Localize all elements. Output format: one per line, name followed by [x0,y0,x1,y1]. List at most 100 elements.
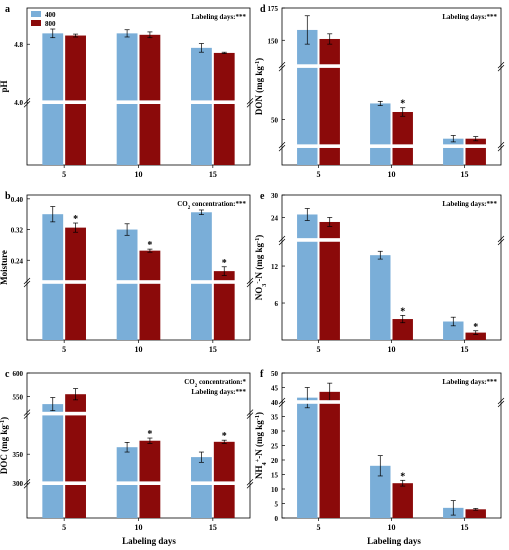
bar-800-5 [65,227,86,340]
bar-800-15 [213,441,235,518]
bar-400-5 [297,29,318,165]
chart-f: f NH4+-N (mg kg-1) 0 5 10 15 20 25 30 35 40 45 50 5 10… [254,369,505,532]
axis-break-mark [497,141,505,149]
bar-400-15 [191,457,212,518]
y-tick-label: 30 [271,428,279,436]
x-tick-label: 10 [388,170,396,179]
bar-400-5 [297,214,318,340]
stats-annotation: Labeling days:*** [442,378,497,386]
y-tick-label: 10 [271,486,279,494]
y-tick-label: 40 [271,399,279,407]
significance-mark: * [400,99,405,110]
y-tick-label: 175 [268,5,279,13]
x-tick-label: 10 [388,345,396,354]
x-tick-label: 5 [62,523,66,532]
axis-break-mark [278,61,286,69]
bar-400-15 [191,47,212,165]
axis-break-band [28,481,249,485]
axis-break-mark [246,100,254,108]
axis-break-band [283,64,500,68]
y-axis-label: DOC (mg kg-1) [0,417,9,474]
stats-annotation: Labeling days:*** [191,13,246,21]
y-tick-label: 600 [13,370,24,378]
bar-800-10 [392,111,413,165]
significance-mark: * [73,214,78,225]
bar-800-15 [465,509,486,518]
axis-break-mark [23,97,31,105]
bar-400-5 [297,397,318,518]
y-axis-label: pH [0,80,9,92]
axis-break-band [283,238,500,242]
legend-label-400: 400 [45,11,56,19]
x-axis-label-right: Labeling days [367,536,421,546]
axis-break-mark [23,280,31,288]
x-tick-label: 5 [62,170,66,179]
bar-400-15 [443,321,464,340]
bar-400-10 [116,229,138,340]
legend-swatch-400 [31,11,41,17]
y-tick-label: 0.24 [11,257,24,265]
y-tick-label: 15 [271,472,279,480]
y-tick-label: 20 [271,457,279,465]
axis-break-band [283,400,500,404]
axis-break-band [28,411,249,416]
axis-break-mark [246,412,254,419]
bar-800-15 [465,138,486,165]
y-tick-label: 30 [271,192,279,200]
x-tick-label: 10 [135,523,143,532]
axis-break-mark [278,235,286,243]
x-tick-label: 15 [461,170,469,179]
bar-800-5 [319,38,340,165]
x-tick-label: 10 [135,345,143,354]
axis-break-mark [23,409,31,416]
bar-800-5 [319,391,340,518]
axis-break-mark [246,280,254,288]
axis-break-band [28,100,249,104]
axis-break-mark [497,235,505,243]
x-axis-label-left: Labeling days [122,536,176,546]
axis-break-mark [23,100,31,108]
bar-400-15 [191,212,212,340]
bar-400-10 [370,103,391,165]
axis-break-mark [278,141,286,149]
significance-mark: * [473,322,478,333]
legend-label-800: 800 [45,20,56,28]
y-tick-label: 300 [13,480,24,488]
x-tick-label: 5 [317,345,321,354]
x-tick-label: 5 [317,170,321,179]
stats-annotation: Labeling days:*** [442,200,497,208]
y-tick-label: 4.8 [14,41,23,49]
bar-800-15 [213,271,235,340]
axis-break-mark [23,412,31,419]
bar-800-5 [65,394,86,518]
x-tick-label: 5 [62,345,66,354]
bar-400-10 [116,33,138,165]
axis-break-mark [246,409,254,416]
x-tick-label: 10 [135,170,143,179]
chart-e: e NO3--N (mg kg-1) 6 12 24 30 5 10 * 15 * Labeling … [254,191,505,354]
stats-annotation: Labeling days:*** [191,388,246,396]
axis-break-band [283,144,500,148]
axis-break-mark [278,397,286,405]
x-tick-label: 15 [209,523,217,532]
chart-d: d DON (mg kg-1) 50 150 175 5 10 * 15 Labeling day… [254,4,505,179]
axis-break-mark [246,481,254,489]
axis-break-mark [278,400,286,408]
bar-400-10 [370,255,391,340]
bar-400-5 [42,214,64,340]
axis-break-mark [23,277,31,285]
y-axis-label: NH4+-N (mg kg-1) [254,412,268,479]
significance-mark: * [222,431,227,442]
panel-letter: e [260,191,265,202]
bar-800-10 [139,250,161,340]
stats-annotation: CO2 concentration:*** [177,200,246,211]
axis-break-mark [497,397,505,405]
x-tick-label: 15 [461,345,469,354]
axis-break-mark [246,97,254,105]
chart-b: b Moisture 0.24 0.32 0.40 5 * 10 * 15 * CO2 concent… [0,191,254,354]
y-tick-label: 350 [13,451,24,459]
bar-400-5 [42,33,64,165]
panel-letter: c [5,369,10,380]
panel-letter: d [260,4,266,15]
